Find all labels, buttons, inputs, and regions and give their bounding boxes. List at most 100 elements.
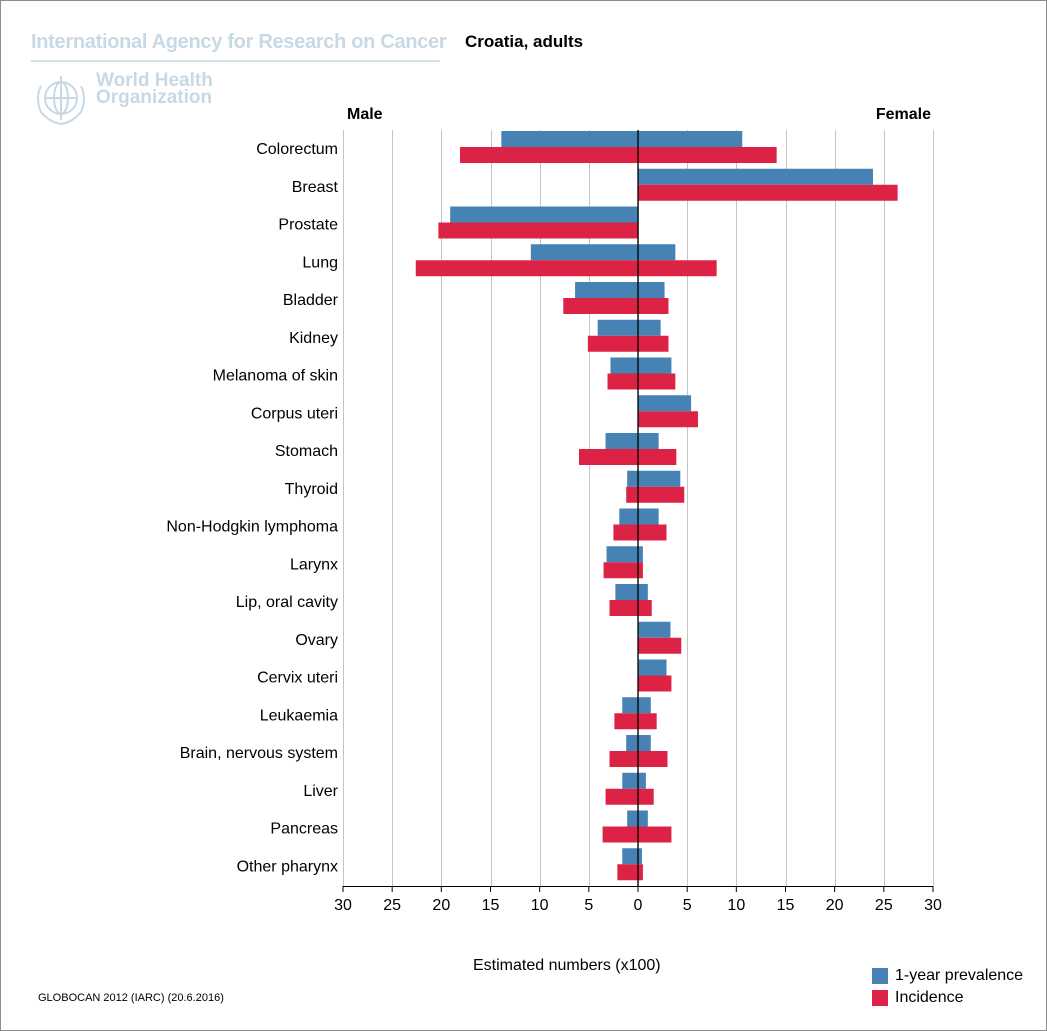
x-tick-label-3: 15 [482,897,500,914]
bar-male-incidence-lip-oral-cavity [609,600,638,616]
bar-male-incidence-colorectum [460,147,638,163]
bar-male-incidence-brain-nervous-system [609,751,638,767]
category-label-thyroid: Thyroid [285,481,338,498]
legend-swatch-prevalence [872,968,888,984]
bar-female-prevalence-other-pharynx [638,848,642,865]
bar-female-incidence-lip-oral-cavity [638,600,652,616]
x-tick-label-9: 15 [777,897,795,914]
legend-item-incidence: Incidence [872,987,1023,1009]
x-tick-label-1: 25 [383,897,401,914]
bar-male-prevalence-kidney [597,319,638,336]
bar-male-prevalence-non-hodgkin-lymphoma [619,508,638,525]
bar-male-prevalence-thyroid [627,470,638,487]
category-label-prostate: Prostate [278,217,338,234]
category-label-liver: Liver [303,783,338,800]
bar-female-prevalence-corpus-uteri [638,395,692,412]
category-label-ovary: Ovary [295,632,338,649]
category-label-melanoma-of-skin: Melanoma of skin [213,368,338,385]
category-label-other-pharynx: Other pharynx [237,858,338,875]
legend-item-prevalence: 1-year prevalence [872,965,1023,987]
bar-female-prevalence-ovary [638,621,671,638]
bar-female-prevalence-lip-oral-cavity [638,584,648,600]
bar-female-prevalence-stomach [638,433,659,449]
bar-male-prevalence-brain-nervous-system [626,735,638,751]
bar-female-prevalence-liver [638,772,646,789]
bar-male-prevalence-colorectum [501,131,638,147]
bar-female-prevalence-breast [638,168,874,185]
category-label-colorectum: Colorectum [256,141,338,158]
bar-female-prevalence-kidney [638,319,661,336]
legend-swatch-incidence [872,990,888,1006]
bar-male-prevalence-lip-oral-cavity [615,584,638,600]
legend-label-incidence: Incidence [895,989,964,1006]
bar-female-prevalence-leukaemia [638,697,651,714]
bar-female-prevalence-lung [638,244,676,261]
bar-male-prevalence-larynx [606,546,638,563]
category-label-breast: Breast [292,179,339,196]
category-label-lung: Lung [302,254,338,271]
x-tick-label-5: 5 [584,897,593,914]
bar-male-incidence-prostate [438,222,638,239]
bar-male-prevalence-bladder [575,282,638,298]
x-tick-label-8: 10 [727,897,745,914]
x-tick-label-12: 30 [924,897,942,914]
x-tick-label-0: 30 [334,897,352,914]
who-line-1: World Health [96,70,213,91]
bar-female-prevalence-larynx [638,546,643,563]
bar-female-prevalence-melanoma-of-skin [638,357,672,374]
bar-female-incidence-other-pharynx [638,864,643,881]
bar-male-incidence-lung [415,260,638,277]
bar-female-incidence-pancreas [638,826,672,843]
bar-male-prevalence-prostate [450,206,638,223]
category-label-larynx: Larynx [290,556,338,573]
bar-female-prevalence-thyroid [638,470,681,487]
bar-female-incidence-larynx [638,562,643,579]
x-axis-label: Estimated numbers (x100) [473,957,661,974]
category-label-non-hodgkin-lymphoma: Non-Hodgkin lymphoma [166,519,338,536]
bar-male-incidence-other-pharynx [617,864,638,881]
bar-female-incidence-bladder [638,298,669,314]
category-label-brain-nervous-system: Brain, nervous system [180,745,338,762]
male-label: Male [347,106,383,123]
bar-female-incidence-melanoma-of-skin [638,373,676,390]
bar-male-prevalence-leukaemia [622,697,638,714]
x-tick-label-6: 0 [634,897,643,914]
bar-female-incidence-kidney [638,335,669,352]
bar-female-incidence-liver [638,788,654,805]
chart-title: Croatia, adults [465,32,584,51]
bar-male-prevalence-stomach [605,433,638,449]
bar-male-incidence-stomach [579,449,638,465]
bar-female-incidence-colorectum [638,147,777,163]
bar-female-incidence-ovary [638,637,682,654]
bar-male-incidence-non-hodgkin-lymphoma [613,524,638,541]
bar-male-incidence-thyroid [626,486,638,503]
bar-male-prevalence-lung [530,244,638,261]
bar-male-incidence-liver [605,788,638,805]
bar-female-prevalence-pancreas [638,810,648,827]
bar-female-incidence-lung [638,260,717,277]
category-label-leukaemia: Leukaemia [260,707,338,724]
bar-female-incidence-cervix-uteri [638,675,672,692]
bar-male-prevalence-melanoma-of-skin [610,357,638,374]
bar-female-incidence-corpus-uteri [638,411,698,428]
bar-male-prevalence-liver [622,772,638,789]
bar-female-prevalence-brain-nervous-system [638,735,651,751]
iarc-heading: International Agency for Research on Can… [31,31,447,53]
bar-female-incidence-brain-nervous-system [638,751,668,767]
category-label-kidney: Kidney [289,330,338,347]
category-label-corpus-uteri: Corpus uteri [251,405,338,422]
bar-male-incidence-kidney [587,335,638,352]
category-label-cervix-uteri: Cervix uteri [257,670,338,687]
bar-male-prevalence-other-pharynx [622,848,638,865]
bar-female-prevalence-bladder [638,282,665,298]
bar-female-prevalence-cervix-uteri [638,659,667,676]
bar-female-incidence-breast [638,184,898,201]
legend: 1-year prevalence Incidence [872,965,1023,1009]
bar-male-incidence-bladder [563,298,638,314]
x-tick-label-10: 20 [826,897,844,914]
source-note: GLOBOCAN 2012 (IARC) (20.6.2016) [38,992,224,1004]
bar-female-incidence-thyroid [638,486,685,503]
bar-male-incidence-larynx [603,562,638,579]
bar-female-incidence-stomach [638,449,677,465]
